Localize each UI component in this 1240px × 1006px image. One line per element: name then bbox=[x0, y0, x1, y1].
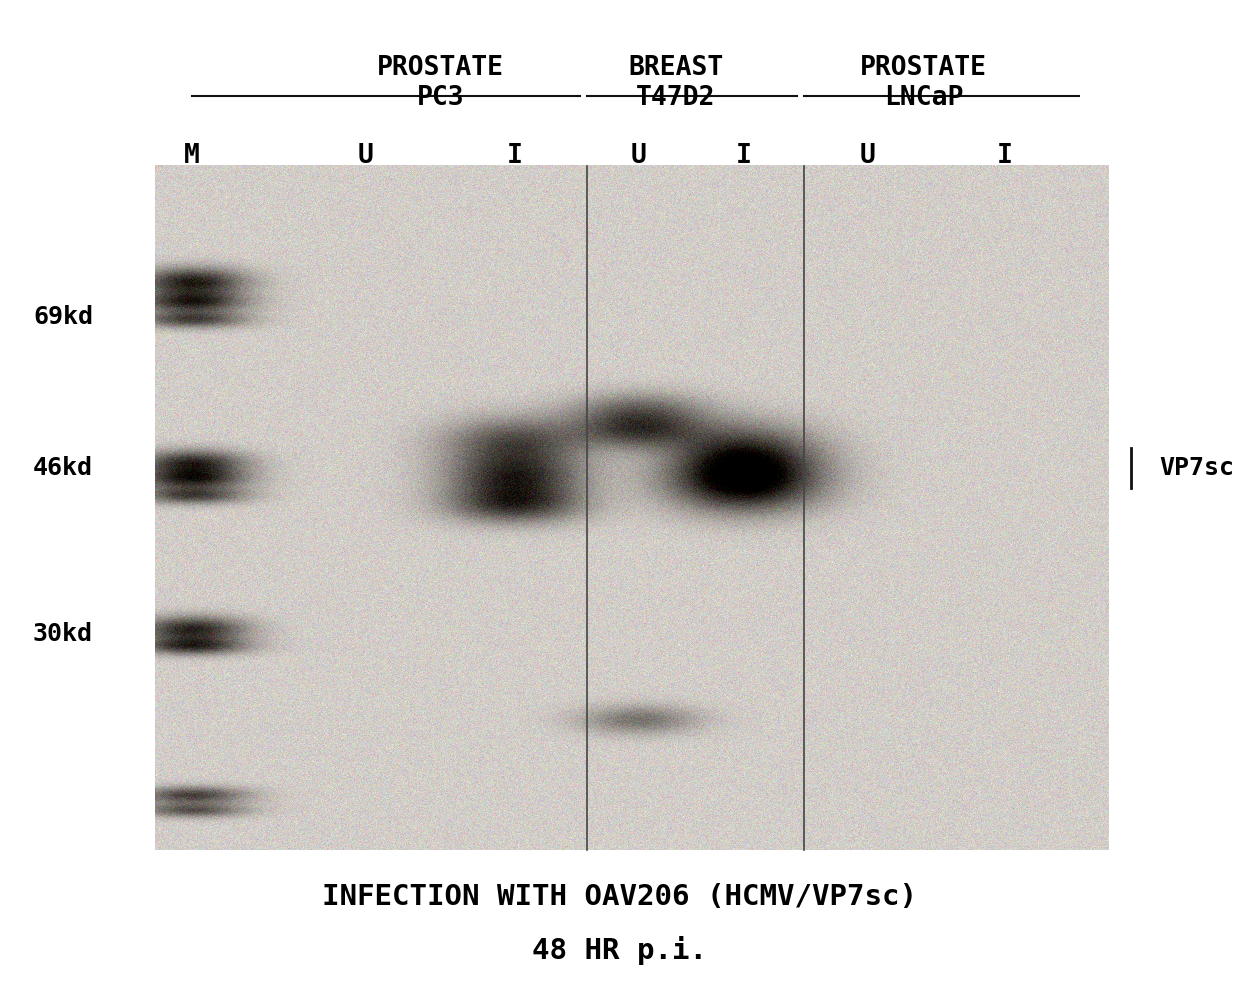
Text: PROSTATE
PC3: PROSTATE PC3 bbox=[377, 55, 503, 112]
Text: U: U bbox=[861, 143, 875, 169]
Text: U: U bbox=[358, 143, 373, 169]
Text: VP7sc: VP7sc bbox=[1159, 456, 1234, 480]
Text: INFECTION WITH OAV206 (HCMV/VP7sc): INFECTION WITH OAV206 (HCMV/VP7sc) bbox=[322, 883, 918, 911]
Text: 30kd: 30kd bbox=[33, 622, 93, 646]
Text: I: I bbox=[737, 143, 751, 169]
Text: U: U bbox=[631, 143, 646, 169]
Text: I: I bbox=[997, 143, 1012, 169]
Text: 69kd: 69kd bbox=[33, 305, 93, 329]
Text: 48 HR p.i.: 48 HR p.i. bbox=[532, 937, 708, 965]
Text: PROSTATE
LNCaP: PROSTATE LNCaP bbox=[861, 55, 987, 112]
Text: BREAST
T47D2: BREAST T47D2 bbox=[629, 55, 723, 112]
Text: I: I bbox=[507, 143, 522, 169]
Text: 46kd: 46kd bbox=[33, 456, 93, 480]
Text: M: M bbox=[185, 143, 200, 169]
